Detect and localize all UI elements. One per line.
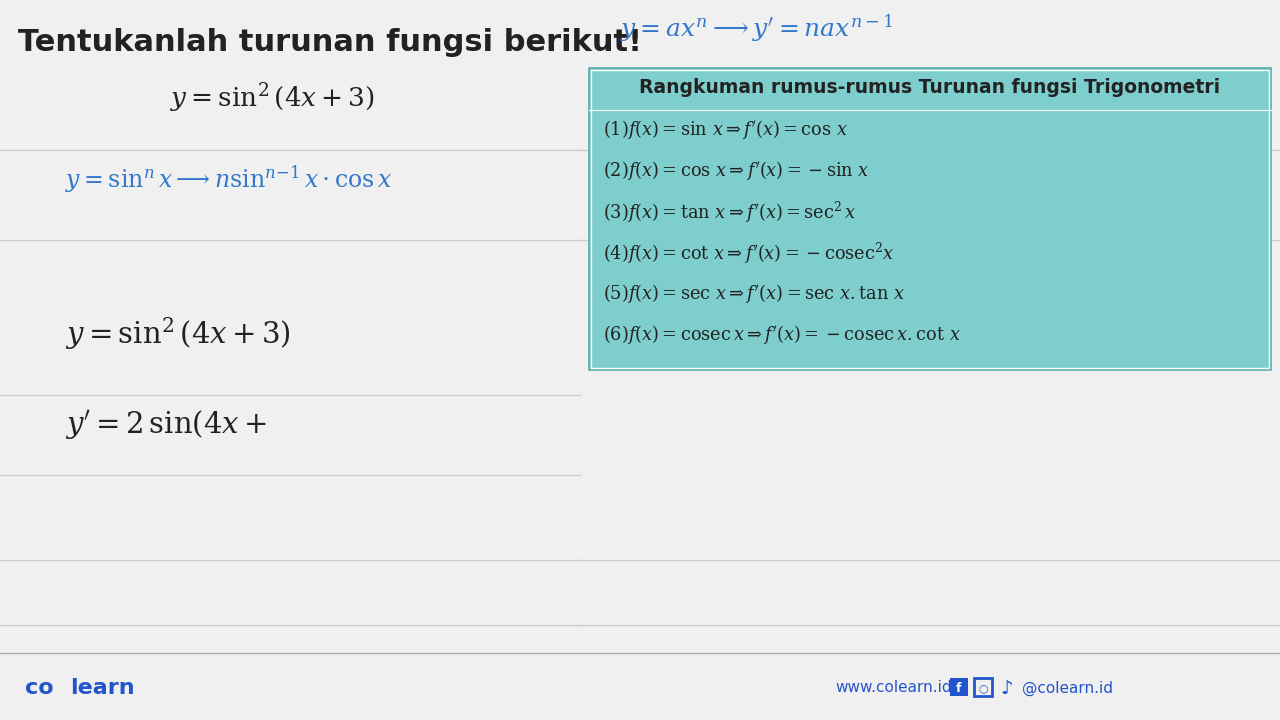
Text: Tentukanlah turunan fungsi berikut!: Tentukanlah turunan fungsi berikut! [18, 28, 643, 57]
Text: co: co [26, 678, 54, 698]
Text: $y = \sin^2(4x + 3)$: $y = \sin^2(4x + 3)$ [170, 82, 375, 115]
Bar [589, 68, 1271, 370]
Bar [950, 678, 968, 696]
Text: $y = ax^n \longrightarrow y^{\prime} = nax^{n-1}$: $y = ax^n \longrightarrow y^{\prime} = n… [620, 12, 893, 43]
Text: www.colearn.id: www.colearn.id [835, 680, 951, 696]
Text: $(4)f(x) = \cot\,x \Rightarrow f^{\prime}(x) = -\mathrm{cosec}^2 x$: $(4)f(x) = \cot\,x \Rightarrow f^{\prime… [603, 241, 895, 266]
Text: $y = \sin^2(4x+3)$: $y = \sin^2(4x+3)$ [65, 315, 291, 351]
Text: learn: learn [70, 678, 134, 698]
Text: $(5)f(x) = \sec\,x \Rightarrow f^{\prime}(x) = \sec\,x.\tan\,x$: $(5)f(x) = \sec\,x \Rightarrow f^{\prime… [603, 282, 905, 305]
Text: $y^{\prime} = 2\,\sin(4x+$: $y^{\prime} = 2\,\sin(4x+$ [65, 408, 268, 441]
Text: Rangkuman rumus-rumus Turunan fungsi Trigonometri: Rangkuman rumus-rumus Turunan fungsi Tri… [640, 78, 1221, 97]
Text: $(3)f(x) = \tan\,x \Rightarrow f^{\prime}(x) = \sec^2 x$: $(3)f(x) = \tan\,x \Rightarrow f^{\prime… [603, 200, 856, 225]
Text: f: f [956, 682, 961, 695]
Text: $(6)f(x) = \mathrm{cosec}\,x \Rightarrow f^{\prime}(x) = -\mathrm{cosec}\,x.\cot: $(6)f(x) = \mathrm{cosec}\,x \Rightarrow… [603, 323, 961, 346]
Bar [591, 70, 1268, 368]
Text: ○: ○ [978, 683, 988, 693]
Bar [974, 678, 992, 696]
Text: $y = \sin^n x \longrightarrow n \sin^{n-1} x \cdot \cos x$: $y = \sin^n x \longrightarrow n \sin^{n-… [65, 163, 393, 194]
Text: ♪: ♪ [1000, 678, 1012, 698]
Text: $(2)f(x) = \cos\,x \Rightarrow f^{\prime}(x) = -\sin\,x$: $(2)f(x) = \cos\,x \Rightarrow f^{\prime… [603, 159, 869, 182]
Text: @colearn.id: @colearn.id [1021, 680, 1114, 696]
Text: $(1)f(x) = \sin\,x \Rightarrow f^{\prime}(x) = \cos\,x$: $(1)f(x) = \sin\,x \Rightarrow f^{\prime… [603, 118, 849, 141]
